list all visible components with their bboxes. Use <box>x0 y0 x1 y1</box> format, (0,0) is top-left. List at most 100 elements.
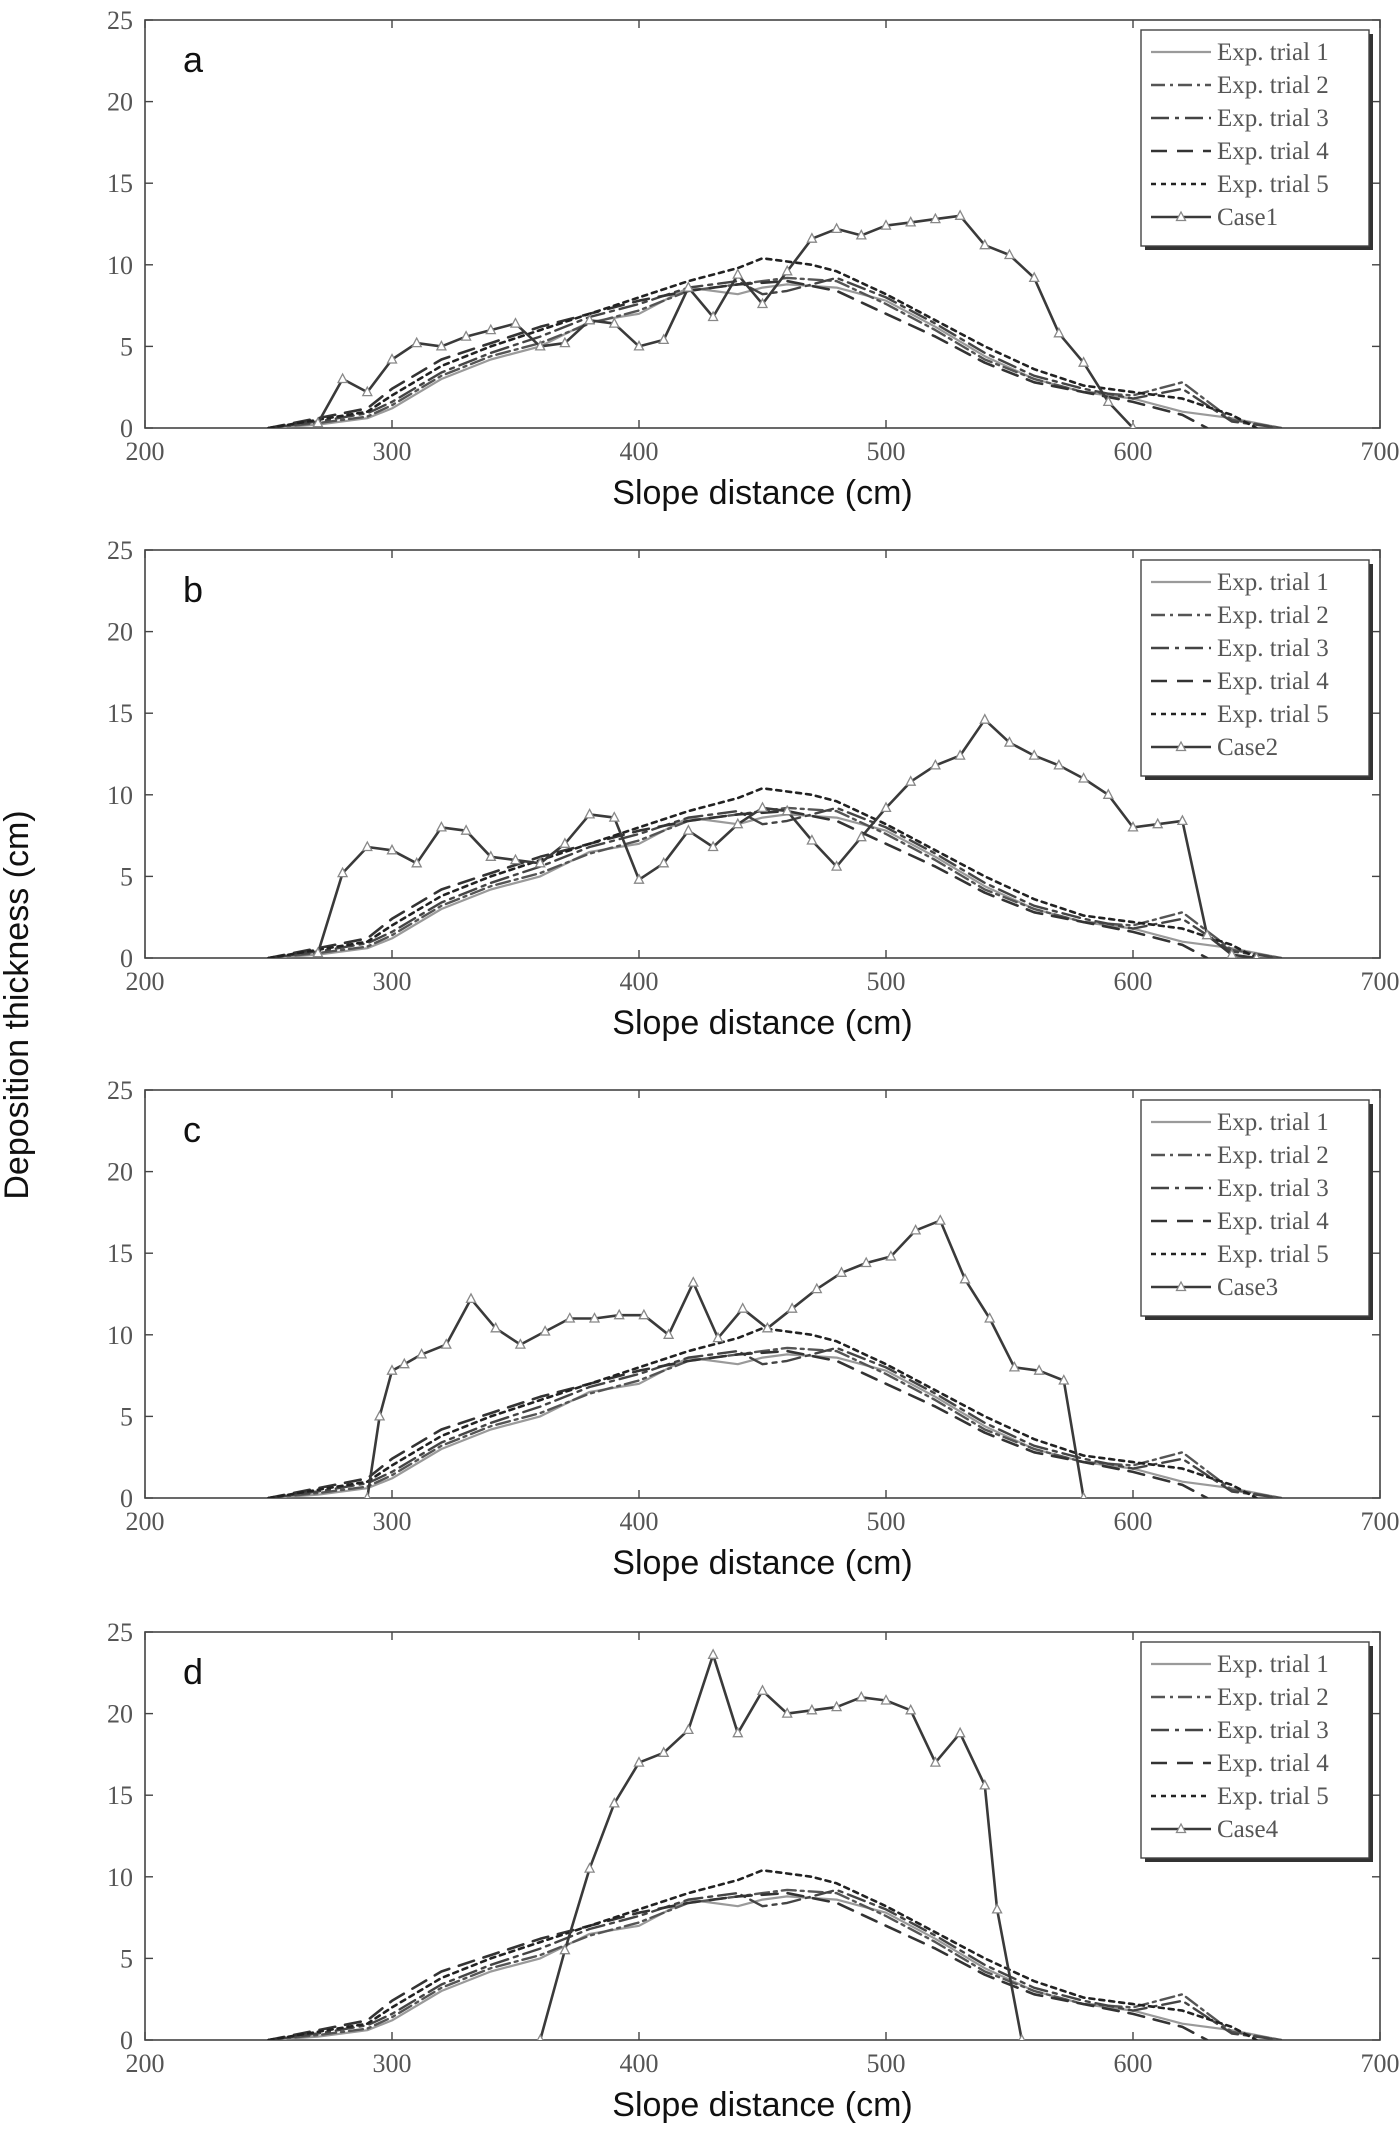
data-point-marker <box>905 775 917 786</box>
data-point-marker <box>386 843 398 855</box>
data-point-marker <box>905 216 917 227</box>
panel-letter: a <box>183 39 204 80</box>
legend-entry-label: Exp. trial 4 <box>1217 668 1329 695</box>
x-tick-label: 200 <box>126 1507 165 1536</box>
y-tick-label: 5 <box>120 862 133 891</box>
data-point-marker <box>712 1331 724 1343</box>
x-tick-label: 500 <box>867 967 906 996</box>
data-point-marker <box>687 1276 699 1287</box>
legend-box <box>1140 29 1370 247</box>
shared-y-axis-label: Deposition thickness (cm) <box>0 810 36 1199</box>
x-tick-label: 700 <box>1361 967 1400 996</box>
data-point-marker <box>786 1302 798 1313</box>
chart-panel-a: 0 5 10 15 20 25 200 300 400 500 600 700 Slope distan… <box>107 6 1400 512</box>
x-tick-label: 600 <box>1114 437 1153 466</box>
data-point-marker <box>1078 772 1090 783</box>
data-point-marker <box>539 1325 551 1336</box>
series-line-exp-trial-3 <box>267 1346 1283 1498</box>
x-tick-label: 400 <box>620 1507 659 1536</box>
data-point-marker <box>608 1797 620 1808</box>
legend-entry-label: Case1 <box>1217 204 1278 231</box>
legend: Exp. trial 1 Exp. trial 2 Exp. trial 3 Exp.… <box>1140 1641 1373 1862</box>
data-point-marker <box>1102 788 1114 799</box>
series-line-exp-trial-1 <box>267 1895 1283 2040</box>
data-point-marker <box>1018 2033 1026 2040</box>
series-line-exp-trial-1 <box>267 813 1283 958</box>
series-line-exp-trial-1 <box>267 283 1283 428</box>
y-tick-label: 10 <box>107 1863 133 1892</box>
legend-entry-label: Exp. trial 4 <box>1217 138 1329 165</box>
series-line-exp-trial-4 <box>267 809 1209 958</box>
y-tick-label: 25 <box>107 1076 133 1105</box>
legend-entry-label: Exp. trial 1 <box>1217 1651 1329 1678</box>
series-line-exp-trial-5 <box>267 786 1258 958</box>
data-point-marker <box>707 310 719 322</box>
series-line-exp-trial-2 <box>267 1888 1283 2040</box>
data-point-marker <box>633 873 645 884</box>
data-point-marker <box>756 297 769 309</box>
data-point-marker <box>929 1756 941 1767</box>
data-point-marker <box>633 1756 645 1767</box>
data-point-marker <box>1033 1364 1045 1375</box>
data-point-marker <box>831 860 843 871</box>
plot-frame <box>144 19 1381 429</box>
series-line-case2 <box>316 718 1258 958</box>
data-point-marker <box>1003 736 1016 747</box>
data-point-marker <box>880 801 892 813</box>
legend-entry-label: Exp. trial 2 <box>1217 72 1329 99</box>
data-point-marker <box>855 1690 867 1702</box>
legend: Exp. trial 1 Exp. trial 2 Exp. trial 3 Exp.… <box>1140 1099 1373 1320</box>
series-line-exp-trial-3 <box>267 276 1283 428</box>
data-point-marker <box>1028 749 1040 760</box>
legend-entry-label: Exp. trial 5 <box>1217 171 1329 198</box>
data-point-marker <box>954 1726 966 1738</box>
x-tick-label: 300 <box>373 2049 412 2078</box>
data-point-marker <box>707 840 719 852</box>
data-point-marker <box>411 336 423 348</box>
data-point-marker <box>1152 817 1164 829</box>
data-point-marker <box>682 281 694 292</box>
legend-entry-label: Exp. trial 2 <box>1217 1684 1329 1711</box>
data-point-marker <box>608 811 620 822</box>
data-point-marker <box>1253 951 1260 958</box>
data-point-marker <box>398 1357 410 1369</box>
x-tick-label: 500 <box>867 2049 906 2078</box>
x-tick-label: 600 <box>1114 967 1153 996</box>
legend-entry-label: Exp. trial 5 <box>1217 701 1329 728</box>
data-point-marker <box>959 1272 971 1284</box>
data-point-marker <box>855 830 867 842</box>
data-point-marker <box>460 824 472 835</box>
data-point-marker <box>756 1684 769 1695</box>
legend-entry-label: Exp. trial 3 <box>1217 1717 1329 1744</box>
panel-letter: b <box>183 569 203 610</box>
series-line-case1 <box>316 214 1135 428</box>
data-point-marker <box>440 1338 452 1349</box>
data-point-marker <box>860 1256 872 1268</box>
data-point-marker <box>831 222 843 234</box>
data-point-marker <box>509 317 522 328</box>
data-point-marker <box>756 801 769 813</box>
series-line-exp-trial-4 <box>267 1349 1209 1498</box>
data-point-marker <box>831 1700 843 1712</box>
data-point-marker <box>363 1491 371 1498</box>
y-tick-label: 10 <box>107 781 133 810</box>
series-line-exp-trial-2 <box>267 276 1283 428</box>
data-point-marker <box>781 1707 793 1718</box>
series-group <box>267 1648 1283 2040</box>
legend-marker <box>1175 210 1187 222</box>
data-point-marker <box>1102 395 1114 407</box>
y-tick-label: 10 <box>107 251 133 280</box>
y-tick-label: 10 <box>107 1321 133 1350</box>
data-point-marker <box>435 340 447 351</box>
data-point-marker <box>979 1779 991 1790</box>
data-point-marker <box>732 1726 744 1738</box>
data-point-marker <box>337 866 349 878</box>
data-point-marker <box>737 1302 749 1313</box>
x-axis-label: Slope distance (cm) <box>612 2086 912 2124</box>
y-tick-label: 15 <box>107 1239 133 1268</box>
y-tick-label: 20 <box>107 1700 133 1729</box>
data-point-marker <box>1129 421 1137 428</box>
legend-entry-label: Exp. trial 5 <box>1217 1783 1329 1810</box>
data-point-marker <box>534 856 546 868</box>
data-point-marker <box>1201 928 1213 940</box>
